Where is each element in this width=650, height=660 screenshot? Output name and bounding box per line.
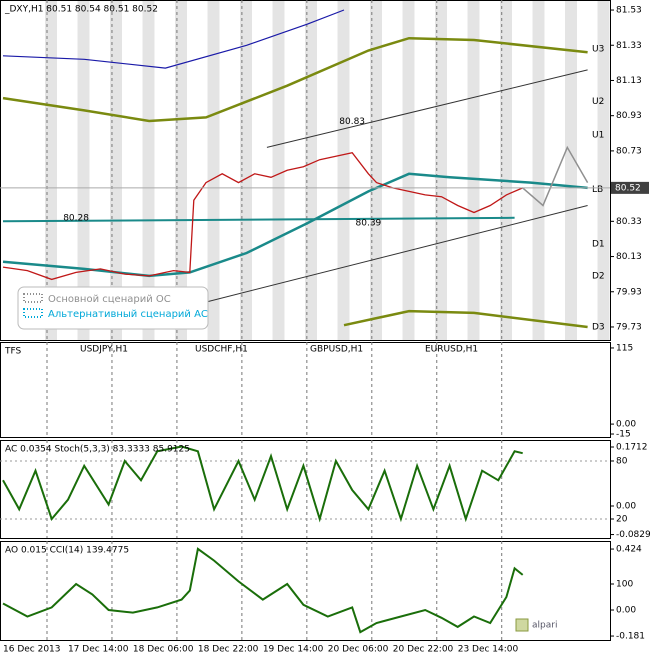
y-tick-label: 100	[616, 580, 633, 590]
level-label: D1	[592, 240, 605, 250]
x-tick-label: 17 Dec 14:00	[68, 645, 129, 655]
stripe	[175, 0, 187, 340]
series-line	[2, 445, 523, 523]
y-tick-label: 80.13	[616, 252, 642, 262]
y-tick-label: 115	[616, 343, 633, 353]
stripe	[45, 0, 57, 340]
last-price-box	[611, 181, 649, 194]
logo: alpari	[532, 621, 557, 631]
panel-title: TFS	[4, 347, 22, 357]
series-line	[266, 69, 588, 148]
level-label: U2	[592, 97, 604, 107]
stripe	[77, 0, 90, 340]
stripe	[532, 0, 545, 340]
price-annotation: 80.83	[339, 117, 365, 127]
y-tick-label: -0.0829	[616, 530, 650, 540]
legend-box	[17, 286, 209, 330]
symbol-label: EURUSD,H1	[425, 345, 478, 355]
panel-title: AC 0.0354 Stoch(5,3,3) 83.3333 85.9125	[5, 445, 190, 455]
level-label: D3	[592, 322, 605, 332]
price-annotation: 80.28	[63, 214, 89, 224]
stripe	[337, 0, 350, 340]
x-tick-label: 23 Dec 14:00	[458, 645, 519, 655]
y-tick-label: 0.424	[616, 545, 642, 555]
stripe	[370, 0, 382, 340]
y-tick-label: 0.00	[616, 606, 636, 616]
y-tick-label: 81.13	[616, 76, 642, 86]
level-label: D2	[592, 271, 605, 281]
stripe	[110, 0, 122, 340]
x-tick-label: 20 Dec 22:00	[393, 645, 454, 655]
y-tick-label: 0.1712	[616, 442, 648, 452]
legend-swatch	[23, 293, 43, 303]
legend-swatch	[23, 308, 43, 318]
stripe	[435, 0, 447, 340]
stripe	[597, 0, 610, 340]
symbol-label: GBPUSD,H1	[310, 345, 363, 355]
y-tick-label: 80.73	[616, 146, 642, 156]
y-tick-label: 80.93	[616, 111, 642, 121]
stripe	[272, 0, 285, 340]
y-tick-label: -0.181	[616, 632, 645, 642]
series-line	[197, 205, 588, 305]
symbol-label: USDCHF,H1	[195, 345, 248, 355]
stripe	[142, 0, 155, 340]
panel-frame	[0, 342, 611, 438]
x-tick-label: 18 Dec 22:00	[198, 645, 259, 655]
y-tick-label: 80.33	[616, 217, 642, 227]
x-tick-label: 18 Dec 06:00	[133, 645, 194, 655]
symbol-label: USDJPY,H1	[80, 345, 128, 355]
level-label: LB	[592, 185, 603, 195]
y-tick-label: 0.00	[616, 501, 636, 511]
y-tick-label: 81.53	[616, 6, 642, 16]
series-line	[2, 36, 588, 123]
legend-label: Альтернативный сценарий АС	[48, 309, 208, 320]
y-tick-label: 81.33	[616, 41, 642, 51]
level-label: U3	[592, 44, 604, 54]
stripe	[305, 0, 317, 340]
logo-icon	[515, 618, 529, 632]
y-tick-label: 79.93	[616, 287, 642, 297]
y-tick-label: -15	[616, 430, 631, 440]
x-tick-label: 16 Dec 2013	[3, 645, 61, 655]
panel-frame	[0, 541, 611, 641]
series-line	[2, 172, 588, 278]
series-line	[2, 216, 515, 223]
y-tick-label: 80	[616, 456, 628, 466]
x-tick-label: 20 Dec 06:00	[328, 645, 389, 655]
stripe	[500, 0, 512, 340]
x-tick-label: 19 Dec 14:00	[263, 645, 324, 655]
y-tick-label: 20	[616, 514, 628, 524]
series-line	[2, 151, 523, 281]
last-price-label: 80.52	[615, 183, 641, 193]
panel-frame	[0, 0, 611, 341]
series-line	[2, 547, 524, 634]
y-tick-label: 79.73	[616, 322, 642, 332]
legend-label: Основной сценарий ОС	[48, 294, 171, 305]
stripe	[207, 0, 220, 340]
price-annotation: 80.39	[356, 218, 382, 228]
stripe	[467, 0, 480, 340]
stripe	[402, 0, 415, 340]
series-line	[522, 145, 589, 207]
stripe	[565, 0, 577, 340]
level-label: U1	[592, 131, 604, 141]
panel-frame	[0, 440, 611, 539]
panel-title: _DXY,H1 80.51 80.54 80.51 80.52	[4, 5, 158, 15]
series-line	[343, 309, 588, 329]
y-tick-label: 0.00	[616, 420, 636, 430]
panel-title: AO 0.015 CCI(14) 139.4775	[5, 546, 129, 556]
series-line	[2, 9, 345, 69]
